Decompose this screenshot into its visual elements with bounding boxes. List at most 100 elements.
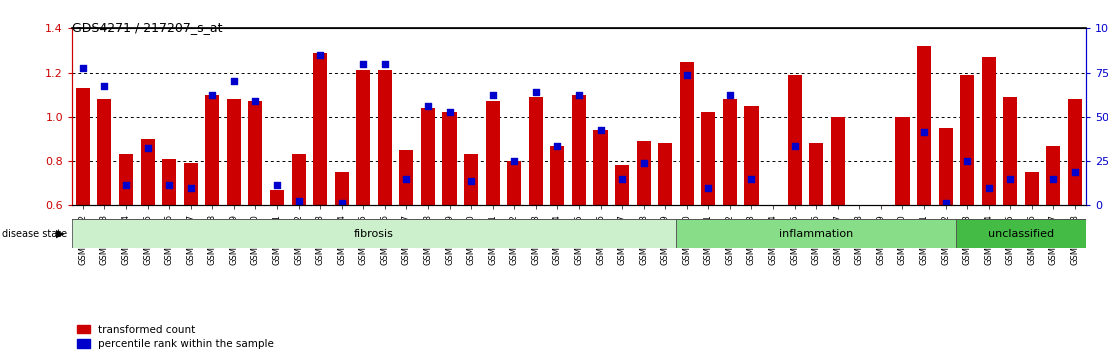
Bar bbox=[464, 154, 478, 205]
Point bbox=[332, 200, 350, 206]
Point bbox=[742, 176, 760, 182]
Bar bbox=[1046, 145, 1060, 205]
Bar bbox=[551, 145, 564, 205]
Bar bbox=[72, 219, 676, 248]
Bar bbox=[485, 101, 500, 205]
Point bbox=[268, 183, 286, 188]
Point bbox=[311, 52, 329, 58]
Text: unclassified: unclassified bbox=[988, 229, 1054, 239]
Point bbox=[419, 103, 437, 109]
Bar bbox=[788, 75, 802, 205]
Point bbox=[246, 98, 264, 104]
Point bbox=[851, 260, 869, 266]
Point bbox=[74, 65, 92, 71]
Point bbox=[117, 183, 135, 188]
Point bbox=[204, 92, 222, 97]
Text: inflammation: inflammation bbox=[779, 229, 853, 239]
Bar bbox=[961, 75, 974, 205]
Point bbox=[721, 92, 739, 97]
Bar bbox=[141, 139, 154, 205]
Point bbox=[829, 220, 847, 226]
Bar bbox=[956, 219, 1086, 248]
Point bbox=[570, 92, 587, 97]
Point bbox=[161, 183, 178, 188]
Bar bbox=[119, 154, 133, 205]
Bar bbox=[1004, 97, 1017, 205]
Bar bbox=[917, 46, 931, 205]
Bar bbox=[895, 117, 910, 205]
Point bbox=[441, 110, 459, 115]
Point bbox=[656, 251, 674, 257]
Bar bbox=[831, 117, 844, 205]
Bar bbox=[248, 101, 263, 205]
Bar bbox=[291, 154, 306, 205]
Point bbox=[872, 324, 890, 330]
Bar bbox=[938, 128, 953, 205]
Bar bbox=[529, 97, 543, 205]
Bar bbox=[658, 143, 673, 205]
Point bbox=[894, 218, 912, 224]
Bar bbox=[572, 95, 586, 205]
Point bbox=[95, 83, 113, 89]
Bar bbox=[615, 165, 629, 205]
Point bbox=[355, 61, 372, 67]
Bar bbox=[227, 99, 240, 205]
Bar bbox=[507, 161, 521, 205]
Bar bbox=[676, 219, 956, 248]
Text: disease state: disease state bbox=[2, 229, 68, 239]
Point bbox=[786, 143, 803, 148]
Point bbox=[548, 143, 566, 148]
Bar bbox=[1068, 99, 1083, 205]
Bar bbox=[594, 130, 607, 205]
Point bbox=[699, 185, 717, 190]
Text: fibrosis: fibrosis bbox=[355, 229, 394, 239]
Text: GDS4271 / 217207_s_at: GDS4271 / 217207_s_at bbox=[72, 21, 223, 34]
Bar bbox=[421, 108, 435, 205]
Point bbox=[1066, 169, 1084, 175]
Bar bbox=[205, 95, 219, 205]
Point bbox=[808, 213, 825, 219]
Point bbox=[979, 185, 997, 190]
Point bbox=[915, 130, 933, 135]
Bar bbox=[874, 205, 888, 236]
Bar bbox=[852, 205, 866, 239]
Bar bbox=[809, 143, 823, 205]
Point bbox=[592, 127, 609, 133]
Point bbox=[289, 198, 307, 204]
Bar bbox=[335, 172, 349, 205]
Bar bbox=[75, 88, 90, 205]
Bar bbox=[356, 70, 370, 205]
Bar bbox=[982, 57, 996, 205]
Point bbox=[613, 176, 630, 182]
Text: ▶: ▶ bbox=[55, 229, 64, 239]
Bar bbox=[722, 99, 737, 205]
Point bbox=[527, 90, 545, 95]
Bar bbox=[637, 141, 650, 205]
Bar bbox=[378, 70, 392, 205]
Point bbox=[505, 158, 523, 164]
Point bbox=[1045, 176, 1063, 182]
Point bbox=[678, 72, 696, 78]
Point bbox=[1002, 176, 1019, 182]
Bar bbox=[442, 113, 456, 205]
Point bbox=[1023, 302, 1040, 308]
Point bbox=[398, 176, 416, 182]
Point bbox=[765, 222, 782, 228]
Bar bbox=[1025, 172, 1039, 205]
Point bbox=[635, 160, 653, 166]
Point bbox=[484, 92, 502, 97]
Point bbox=[376, 61, 393, 67]
Point bbox=[936, 200, 954, 206]
Bar bbox=[270, 190, 284, 205]
Bar bbox=[162, 159, 176, 205]
Bar bbox=[184, 163, 197, 205]
Bar bbox=[766, 205, 780, 225]
Bar bbox=[745, 106, 759, 205]
Point bbox=[462, 178, 480, 184]
Point bbox=[958, 158, 976, 164]
Legend: transformed count, percentile rank within the sample: transformed count, percentile rank withi… bbox=[78, 325, 274, 349]
Point bbox=[225, 79, 243, 84]
Bar bbox=[98, 99, 112, 205]
Bar bbox=[680, 62, 694, 205]
Point bbox=[138, 145, 156, 151]
